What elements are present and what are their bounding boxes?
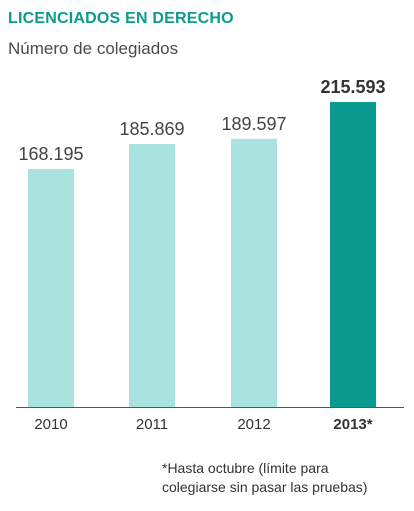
bar-3 [330,102,376,407]
bar-chart: 168.195 2010 185.869 2011 189.597 2012 215.593… [16,77,404,433]
bar-value-label-0: 168.195 [18,144,83,164]
bar-1 [129,144,175,407]
x-tick-label-1: 2011 [136,416,168,433]
chart-title: LICENCIADOS EN DERECHO [8,10,234,27]
x-tick-label-3: 2013* [333,416,372,433]
footnote-line-2: colegiarse sin pasar las pruebas) [162,479,368,495]
bar-value-label-2: 189.597 [221,114,286,134]
bar-0 [28,169,74,407]
bar-value-label-3: 215.593 [320,77,385,97]
footnote: *Hasta octubre (límite para colegiarse s… [162,459,367,497]
chart-subtitle: Número de colegiados [8,39,179,58]
x-tick-label-0: 2010 [34,416,67,433]
footnote-line-1: *Hasta octubre (límite para [162,460,329,476]
bar-value-label-1: 185.869 [119,119,184,139]
x-tick-label-2: 2012 [237,416,270,433]
bar-2 [231,138,277,407]
